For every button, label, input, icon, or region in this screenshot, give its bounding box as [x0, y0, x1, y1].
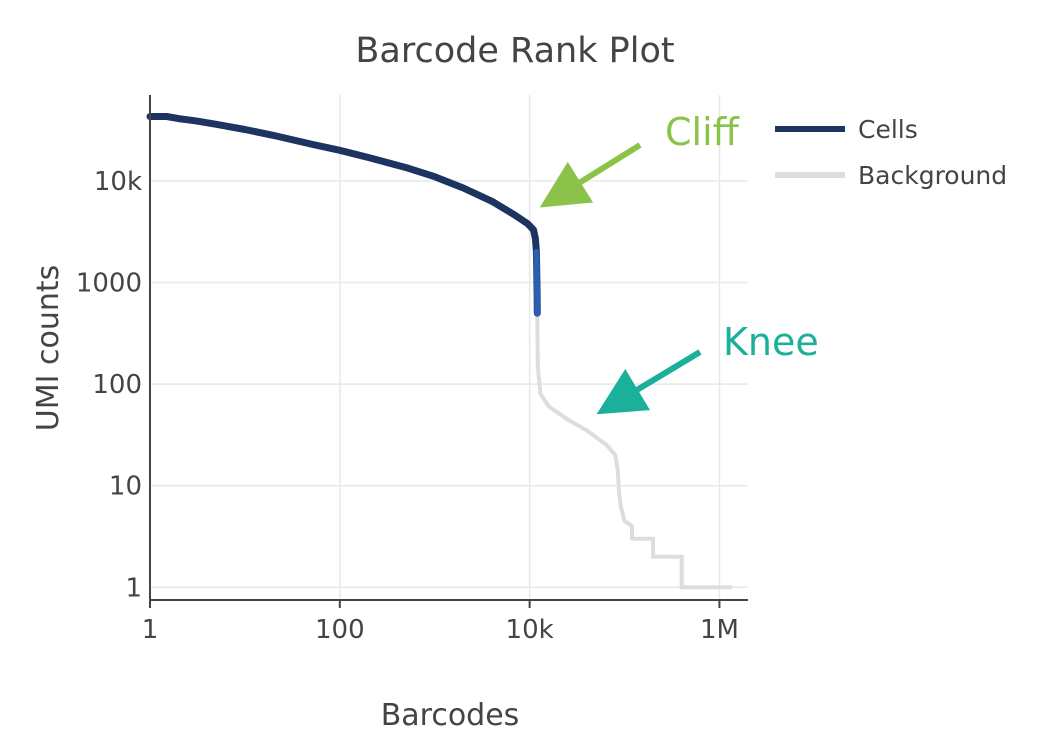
legend-background-label: Background [858, 161, 1007, 190]
knee-annotation-label: Knee [723, 320, 819, 364]
chart-title: Barcode Rank Plot [355, 31, 674, 71]
y-axis-ticks: 1 10 100 1000 10k [76, 167, 142, 603]
series-line-cells-highlight [533, 248, 541, 317]
y-tick-label: 100 [92, 370, 142, 400]
series-line-cells [146, 113, 541, 317]
y-axis-label: UMI counts [31, 265, 66, 432]
cliff-arrow [539, 142, 642, 208]
x-axis-label: Barcodes [381, 698, 520, 733]
grid [150, 95, 748, 600]
y-tick-label: 10k [94, 167, 142, 197]
series-line-background [535, 311, 733, 590]
y-tick-label: 1 [125, 573, 142, 603]
knee-arrow [596, 349, 702, 415]
legend-cells-label: Cells [858, 115, 918, 144]
annotations: Cliff Knee [539, 110, 819, 415]
y-tick-label: 1000 [76, 268, 142, 298]
cliff-annotation-label: Cliff [665, 110, 740, 154]
x-tick-label: 1M [700, 615, 739, 645]
series-layer [146, 113, 733, 590]
x-axis-ticks: 1 100 10k 1M [142, 600, 739, 645]
x-tick-label: 1 [142, 615, 159, 645]
legend: Cells Background [775, 115, 1007, 190]
x-tick-label: 100 [315, 615, 365, 645]
y-tick-label: 10 [109, 472, 142, 502]
x-tick-label: 10k [506, 615, 554, 645]
